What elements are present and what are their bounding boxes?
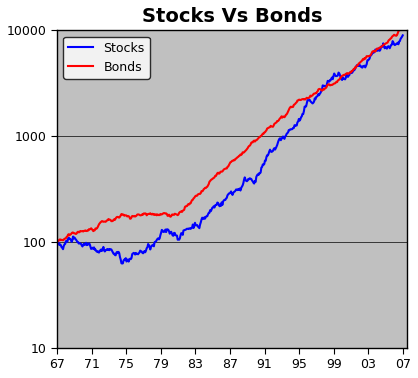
Bonds: [308, 94, 314, 99]
Stocks: [163, 227, 168, 232]
Line: Bonds: Bonds: [57, 29, 403, 242]
Line: Stocks: Stocks: [57, 35, 403, 263]
Stocks: [249, 177, 254, 181]
Title: Stocks Vs Bonds: Stocks Vs Bonds: [142, 7, 322, 26]
Bonds: [55, 240, 60, 244]
Stocks: [55, 240, 60, 244]
Bonds: [248, 143, 253, 147]
Bonds: [400, 28, 405, 32]
Stocks: [309, 101, 314, 105]
Bonds: [200, 189, 205, 193]
Bonds: [369, 52, 374, 57]
Bonds: [398, 27, 403, 32]
Bonds: [265, 126, 270, 131]
Stocks: [201, 217, 206, 221]
Stocks: [120, 261, 125, 266]
Stocks: [265, 153, 270, 158]
Legend: Stocks, Bonds: Stocks, Bonds: [64, 37, 150, 79]
Stocks: [369, 52, 374, 57]
Bonds: [162, 211, 167, 215]
Stocks: [400, 33, 405, 37]
